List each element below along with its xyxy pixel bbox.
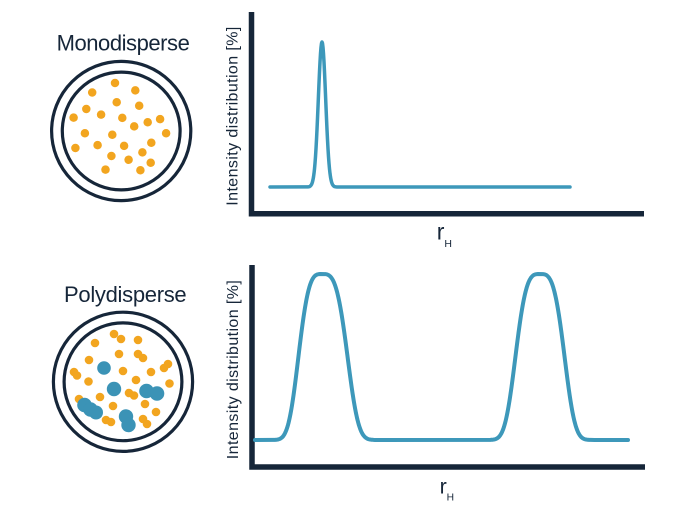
svg-text:r: r [440, 475, 447, 499]
svg-text:r: r [437, 219, 445, 245]
svg-text:Polydisperse: Polydisperse [64, 282, 186, 307]
svg-text:H: H [444, 238, 452, 250]
svg-text:Intensity distribution [%]: Intensity distribution [%] [224, 26, 241, 205]
svg-text:Intensity distribution [%]: Intensity distribution [%] [225, 280, 242, 459]
svg-text:H: H [447, 493, 454, 504]
svg-text:Monodisperse: Monodisperse [57, 31, 190, 56]
